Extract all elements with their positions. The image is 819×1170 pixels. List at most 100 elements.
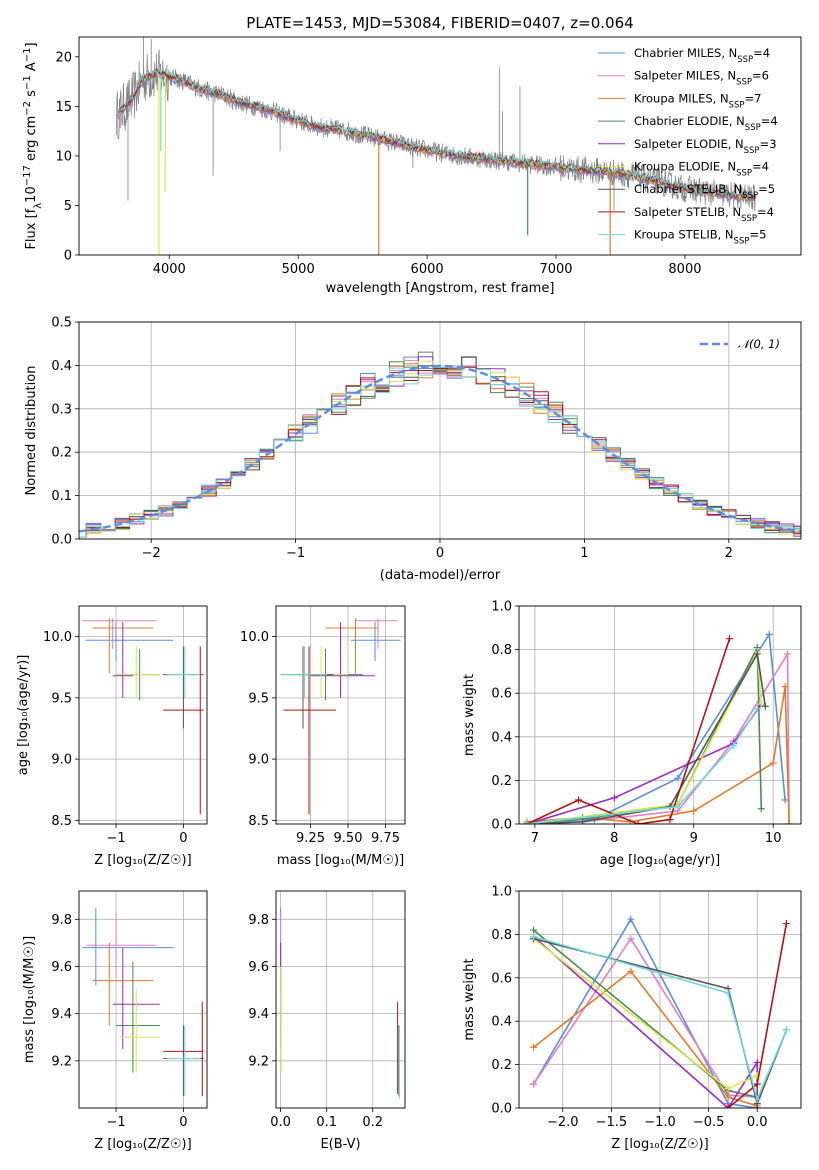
y-tick-label: 0.4 <box>491 730 512 745</box>
y-tick-label: 9.4 <box>248 1007 269 1022</box>
y-axis-label: mass [log₁₀(M/M☉)] <box>22 936 37 1063</box>
y-axis-label-part: Flux [f <box>24 208 39 249</box>
axes-frame <box>518 890 802 1109</box>
y-axis-label: mass weight <box>462 674 477 756</box>
y-tick-label: 9.8 <box>51 913 72 928</box>
histogram-series <box>79 351 801 538</box>
mass-weight-marker <box>666 816 674 824</box>
mass-weight-marker <box>724 1093 732 1101</box>
y-tick-label: 0.6 <box>491 971 512 986</box>
y-axis-label: Normed distribution <box>24 366 39 496</box>
mass-weight-marker <box>610 794 618 802</box>
y-tick-label: 0.8 <box>491 928 512 943</box>
legend-entry: Kroupa MILES, NSSP=7 <box>634 91 761 110</box>
mass-weight-marker <box>753 704 761 712</box>
x-axis-label: age [log₁₀(age/yr)] <box>600 853 721 868</box>
x-axis-label: Z [log₁₀(Z/Z☉)] <box>611 1137 708 1152</box>
legend-subscript: SSP <box>736 78 752 88</box>
y-tick-label: 9.0 <box>248 753 269 768</box>
axes-frame <box>518 605 802 825</box>
mass-weight-line <box>526 648 763 824</box>
normal-distribution-curve <box>79 364 801 533</box>
x-tick-label: 9 <box>690 831 698 846</box>
mass-weight-line <box>532 917 758 1108</box>
x-axis-label: Z [log₁₀(Z/Z☉)] <box>94 1137 191 1152</box>
mass-weight-marker <box>724 989 732 997</box>
x-tick-label: 0.0 <box>270 1115 291 1130</box>
legend-label: Salpeter MILES, N <box>634 69 736 83</box>
y-tick-label: 0.2 <box>491 1058 512 1073</box>
x-tick-label: −1 <box>286 546 305 561</box>
x-axis-label: E(B-V) <box>320 1137 360 1152</box>
legend-label: Chabrier STELIB, N <box>634 182 742 196</box>
legend-suffix: =4 <box>761 114 778 128</box>
axes-frame <box>275 890 406 1109</box>
y-axis-label-part: −1 <box>22 48 33 63</box>
y-tick-label: 0.0 <box>51 533 72 548</box>
mass-weight-marker <box>627 915 635 923</box>
y-axis-label-part: λ <box>33 203 44 209</box>
y-axis-label-part: A <box>24 62 39 75</box>
legend-label: Salpeter STELIB, N <box>634 205 741 219</box>
mass-weight-marker <box>627 935 635 943</box>
legend-label: Kroupa ELODIE, N <box>634 160 736 174</box>
mass-weight-line <box>533 929 758 1098</box>
y-tick-label: 0 <box>64 249 72 264</box>
legend-suffix: =7 <box>744 91 761 105</box>
y-axis-label-part: erg cm <box>24 116 39 165</box>
mass-weight-marker <box>530 926 538 934</box>
x-axis-label: mass [log₁₀(M/M☉)] <box>277 853 404 868</box>
y-axis-label: age [log₁₀(age/yr)] <box>16 655 31 776</box>
y-tick-label: 9.2 <box>248 1054 269 1069</box>
mass-weight-marker <box>726 635 734 643</box>
mass-weight-marker <box>690 807 698 815</box>
errorbar-series <box>280 907 400 1099</box>
y-tick-label: 0.2 <box>491 774 512 789</box>
mass-weight-line <box>526 638 731 824</box>
x-tick-label: 0.1 <box>316 1115 337 1130</box>
mass-weight-marker <box>753 650 761 658</box>
mass-weight-line <box>526 647 763 824</box>
legend-subscript: SSP <box>737 55 753 65</box>
mass-weight-marker <box>753 1058 761 1066</box>
legend-entry: Salpeter STELIB, NSSP=4 <box>634 205 774 224</box>
y-tick-label: 9.5 <box>248 691 269 706</box>
legend-subscript: SSP <box>744 146 760 156</box>
mass-weight-marker <box>579 818 587 824</box>
age-vs-mass-panel: 9.25 9.50 9.75 8.5 9.0 9.5 10.0 mass [log₁₀(M/M… <box>240 605 406 868</box>
legend-label: Chabrier MILES, N <box>634 46 737 60</box>
y-tick-label: 0.4 <box>491 1015 512 1030</box>
y-tick-label: 0.4 <box>51 359 72 374</box>
mass-weight-line <box>532 937 758 1098</box>
y-tick-label: 9.6 <box>248 960 269 975</box>
legend-suffix: =4 <box>753 46 770 60</box>
errorbar-series <box>82 618 204 815</box>
y-axis-label-part: 10 <box>24 186 39 203</box>
axes-frame <box>275 605 406 825</box>
y-tick-label: 0.8 <box>491 643 512 658</box>
spectrum-series <box>116 37 757 255</box>
x-tick-label: −1.0 <box>644 1115 676 1130</box>
mass-weight-marker <box>724 1104 732 1108</box>
figure-title: PLATE=1453, MJD=53084, FIBERID=0407, z=0… <box>246 14 633 32</box>
y-tick-label: 0.5 <box>51 316 72 331</box>
legend-suffix: =5 <box>749 228 766 242</box>
mass-weight-marker <box>753 1080 761 1088</box>
x-tick-label: 5000 <box>282 262 315 277</box>
model-spectrum-line <box>117 70 756 202</box>
legend-suffix: =4 <box>752 160 769 174</box>
mass-weight-line <box>526 686 790 824</box>
y-tick-label: 0.6 <box>491 687 512 702</box>
x-tick-label: −0.5 <box>693 1115 725 1130</box>
legend-suffix: =4 <box>757 205 774 219</box>
mass-weight-marker <box>674 774 682 782</box>
x-tick-label: −2 <box>142 546 161 561</box>
y-tick-label: 9.2 <box>51 1054 72 1069</box>
mass-weight-marker <box>783 650 791 658</box>
x-tick-label: −2.0 <box>547 1115 579 1130</box>
mass-weight-marker <box>724 1084 732 1092</box>
legend-subscript: SSP <box>734 237 750 247</box>
age-vs-metallicity-panel: −1 0 8.5 9.0 9.5 10.0 Z [log₁₀(Z/Z☉)] age [log₁… <box>16 605 208 868</box>
